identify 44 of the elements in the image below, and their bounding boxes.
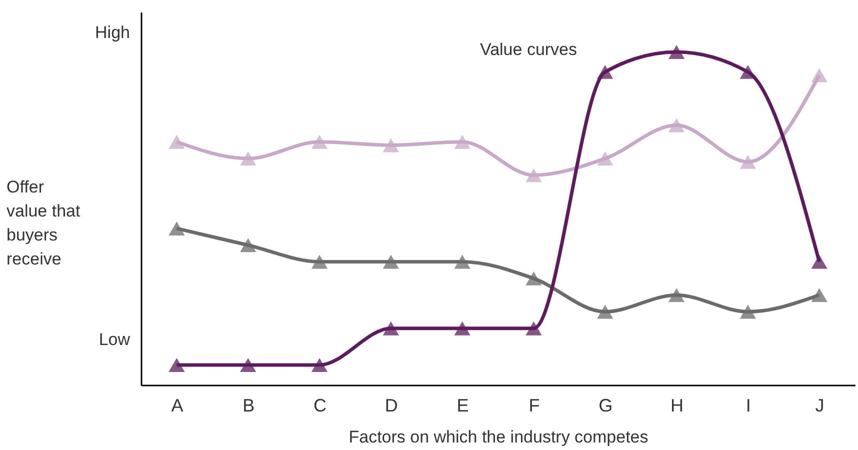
x-tick-label: A — [171, 396, 184, 416]
point — [382, 254, 399, 269]
point — [382, 138, 399, 152]
point — [740, 304, 756, 319]
point — [597, 304, 614, 319]
point — [311, 358, 328, 372]
x-tick-label: G — [598, 396, 613, 416]
point — [668, 44, 685, 59]
text: High — [95, 23, 130, 42]
point — [811, 254, 828, 269]
x-tick-label: H — [670, 396, 684, 416]
point — [454, 321, 470, 336]
point — [454, 254, 470, 269]
x-tick-label: J — [815, 396, 824, 416]
point — [668, 118, 685, 132]
point — [526, 321, 542, 336]
text: Low — [98, 330, 131, 349]
point — [240, 358, 256, 372]
point — [526, 168, 542, 182]
point — [311, 134, 328, 149]
point — [526, 271, 542, 286]
point — [597, 64, 614, 79]
point — [454, 134, 470, 149]
point — [311, 254, 328, 269]
point — [811, 288, 828, 302]
x-axis-title: Factors on which the industry competes — [348, 428, 648, 446]
annotation: Value curves — [480, 40, 578, 59]
point — [168, 134, 185, 149]
x-tick-label: I — [746, 396, 751, 416]
point — [811, 68, 828, 82]
point — [597, 152, 614, 166]
point — [240, 238, 256, 252]
x-tick-label: C — [314, 396, 326, 416]
x-tick-label: B — [242, 396, 255, 416]
point — [168, 221, 185, 236]
point — [240, 152, 256, 166]
point — [168, 358, 185, 372]
point — [740, 154, 756, 169]
y-axis-title: Offer value that buyers receive — [6, 178, 80, 268]
x-tick-label: E — [456, 396, 469, 416]
x-tick-label: D — [384, 396, 398, 416]
point — [668, 288, 685, 302]
point — [382, 321, 399, 336]
x-tick-label: F — [528, 396, 540, 416]
